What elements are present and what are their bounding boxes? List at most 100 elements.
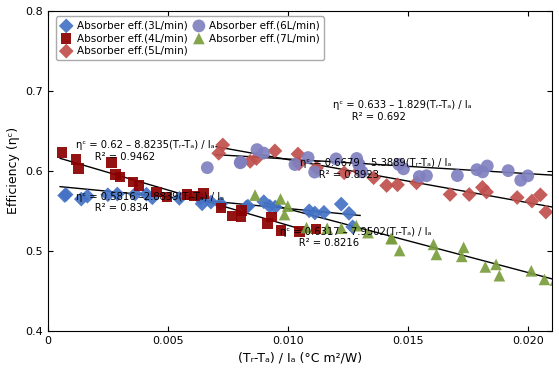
Absorber eff.(4L/min)	[263, 220, 272, 226]
Absorber eff.(7L/min)	[429, 242, 438, 247]
Absorber eff.(5L/min)	[393, 182, 402, 188]
Absorber eff.(7L/min)	[457, 253, 466, 259]
Absorber eff.(6L/min)	[422, 173, 431, 179]
Absorber eff.(5L/min)	[340, 170, 349, 176]
Absorber eff.(6L/min)	[259, 150, 268, 156]
Absorber eff.(6L/min)	[354, 162, 363, 168]
Absorber eff.(3L/min)	[337, 201, 345, 207]
Absorber eff.(7L/min)	[491, 262, 500, 267]
Absorber eff.(4L/min)	[115, 174, 124, 180]
Absorber eff.(7L/min)	[527, 268, 536, 274]
Y-axis label: Efficiency (ηᶜ): Efficiency (ηᶜ)	[7, 127, 20, 214]
Absorber eff.(5L/min)	[271, 148, 280, 154]
Text: ηᶜ = 0.6679 – 5.3889(Tᵣ-Tₐ) / Iₐ
      R² = 0.8923: ηᶜ = 0.6679 – 5.3889(Tᵣ-Tₐ) / Iₐ R² = 0.…	[300, 158, 452, 180]
Absorber eff.(5L/min)	[293, 151, 302, 157]
Absorber eff.(6L/min)	[236, 159, 245, 165]
Absorber eff.(3L/min)	[198, 201, 207, 207]
Absorber eff.(3L/min)	[206, 199, 215, 205]
Absorber eff.(5L/min)	[465, 191, 473, 197]
Absorber eff.(5L/min)	[252, 155, 261, 161]
Absorber eff.(6L/min)	[203, 165, 212, 171]
Absorber eff.(5L/min)	[355, 168, 364, 174]
Absorber eff.(6L/min)	[291, 162, 300, 168]
Absorber eff.(6L/min)	[517, 177, 525, 183]
Absorber eff.(4L/min)	[237, 208, 246, 214]
Absorber eff.(3L/min)	[131, 191, 140, 197]
Absorber eff.(5L/min)	[513, 194, 522, 200]
Absorber eff.(3L/min)	[148, 195, 157, 201]
Absorber eff.(5L/min)	[295, 161, 304, 167]
Absorber eff.(7L/min)	[283, 203, 292, 209]
Absorber eff.(5L/min)	[446, 191, 454, 197]
Absorber eff.(6L/min)	[236, 160, 245, 166]
Absorber eff.(5L/min)	[536, 192, 545, 198]
Absorber eff.(5L/min)	[219, 142, 228, 148]
Absorber eff.(7L/min)	[387, 236, 396, 242]
Absorber eff.(7L/min)	[280, 211, 289, 217]
Absorber eff.(7L/min)	[337, 225, 346, 231]
Absorber eff.(4L/min)	[152, 189, 161, 195]
Absorber eff.(6L/min)	[331, 156, 340, 162]
Absorber eff.(4L/min)	[135, 183, 144, 188]
Absorber eff.(6L/min)	[310, 169, 319, 175]
Absorber eff.(5L/min)	[482, 189, 491, 195]
Absorber eff.(7L/min)	[363, 230, 372, 236]
Absorber eff.(7L/min)	[276, 196, 285, 202]
Absorber eff.(6L/min)	[478, 169, 487, 175]
Absorber eff.(4L/min)	[311, 226, 320, 232]
Absorber eff.(4L/min)	[58, 150, 67, 156]
Absorber eff.(3L/min)	[310, 210, 319, 216]
Absorber eff.(3L/min)	[216, 201, 225, 207]
Absorber eff.(6L/min)	[358, 169, 367, 175]
Absorber eff.(4L/min)	[129, 179, 138, 185]
Absorber eff.(4L/min)	[190, 193, 199, 199]
Absorber eff.(4L/min)	[182, 191, 191, 197]
Absorber eff.(3L/min)	[259, 199, 268, 205]
Absorber eff.(6L/min)	[472, 167, 481, 173]
Text: ηᶜ = 0.6317 – 7.9502(Tᵣ-Tₐ) / Iₐ
      R² = 0.8216: ηᶜ = 0.6317 – 7.9502(Tᵣ-Tₐ) / Iₐ R² = 0.…	[280, 227, 432, 248]
Absorber eff.(3L/min)	[348, 224, 357, 230]
Absorber eff.(3L/min)	[266, 203, 274, 209]
Absorber eff.(7L/min)	[323, 225, 331, 231]
Absorber eff.(7L/min)	[481, 264, 490, 270]
Absorber eff.(4L/min)	[295, 229, 304, 234]
Absorber eff.(6L/min)	[253, 147, 262, 152]
Absorber eff.(3L/min)	[244, 203, 253, 209]
Absorber eff.(6L/min)	[555, 165, 559, 171]
Absorber eff.(4L/min)	[72, 157, 80, 162]
Absorber eff.(4L/min)	[236, 214, 245, 220]
Absorber eff.(6L/min)	[504, 168, 513, 174]
Absorber eff.(6L/min)	[304, 155, 312, 161]
Absorber eff.(3L/min)	[77, 196, 86, 202]
Absorber eff.(7L/min)	[495, 273, 504, 279]
Absorber eff.(4L/min)	[276, 227, 285, 233]
Absorber eff.(4L/min)	[216, 205, 225, 211]
Absorber eff.(3L/min)	[61, 191, 70, 197]
Absorber eff.(7L/min)	[387, 236, 396, 242]
Absorber eff.(7L/min)	[540, 276, 549, 282]
Absorber eff.(3L/min)	[271, 204, 280, 210]
Absorber eff.(7L/min)	[250, 192, 259, 198]
Absorber eff.(6L/min)	[354, 161, 363, 167]
Absorber eff.(4L/min)	[107, 160, 116, 165]
Absorber eff.(6L/min)	[523, 173, 532, 179]
X-axis label: (Tᵣ-Tₐ) / Iₐ (°C m²/W): (Tᵣ-Tₐ) / Iₐ (°C m²/W)	[238, 351, 362, 364]
Absorber eff.(3L/min)	[242, 204, 251, 210]
Absorber eff.(4L/min)	[199, 190, 208, 196]
Text: ηᶜ = 0.5816 –2.8839(Tᵣ-Tₐ) / Iₐ
      R² = 0.834: ηᶜ = 0.5816 –2.8839(Tᵣ-Tₐ) / Iₐ R² = 0.8…	[76, 191, 224, 213]
Absorber eff.(5L/min)	[478, 184, 487, 190]
Absorber eff.(3L/min)	[83, 193, 92, 199]
Absorber eff.(4L/min)	[228, 213, 236, 219]
Absorber eff.(7L/min)	[551, 277, 559, 283]
Absorber eff.(6L/min)	[483, 163, 492, 169]
Absorber eff.(7L/min)	[459, 244, 468, 250]
Absorber eff.(4L/min)	[111, 171, 120, 177]
Absorber eff.(7L/min)	[395, 247, 404, 253]
Absorber eff.(3L/min)	[305, 208, 314, 214]
Absorber eff.(3L/min)	[113, 191, 122, 197]
Absorber eff.(7L/min)	[302, 225, 311, 231]
Absorber eff.(3L/min)	[142, 191, 151, 197]
Text: ηᶜ = 0.62 – 8.8235(Tᵣ-Tₐ) / Iₐ
      R² = 0.9462: ηᶜ = 0.62 – 8.8235(Tᵣ-Tₐ) / Iₐ R² = 0.94…	[76, 140, 215, 162]
Text: ηᶜ = 0.633 – 1.829(Tᵣ-Tₐ) / Iₐ
      R² = 0.692: ηᶜ = 0.633 – 1.829(Tᵣ-Tₐ) / Iₐ R² = 0.69…	[333, 101, 471, 122]
Absorber eff.(6L/min)	[399, 166, 408, 172]
